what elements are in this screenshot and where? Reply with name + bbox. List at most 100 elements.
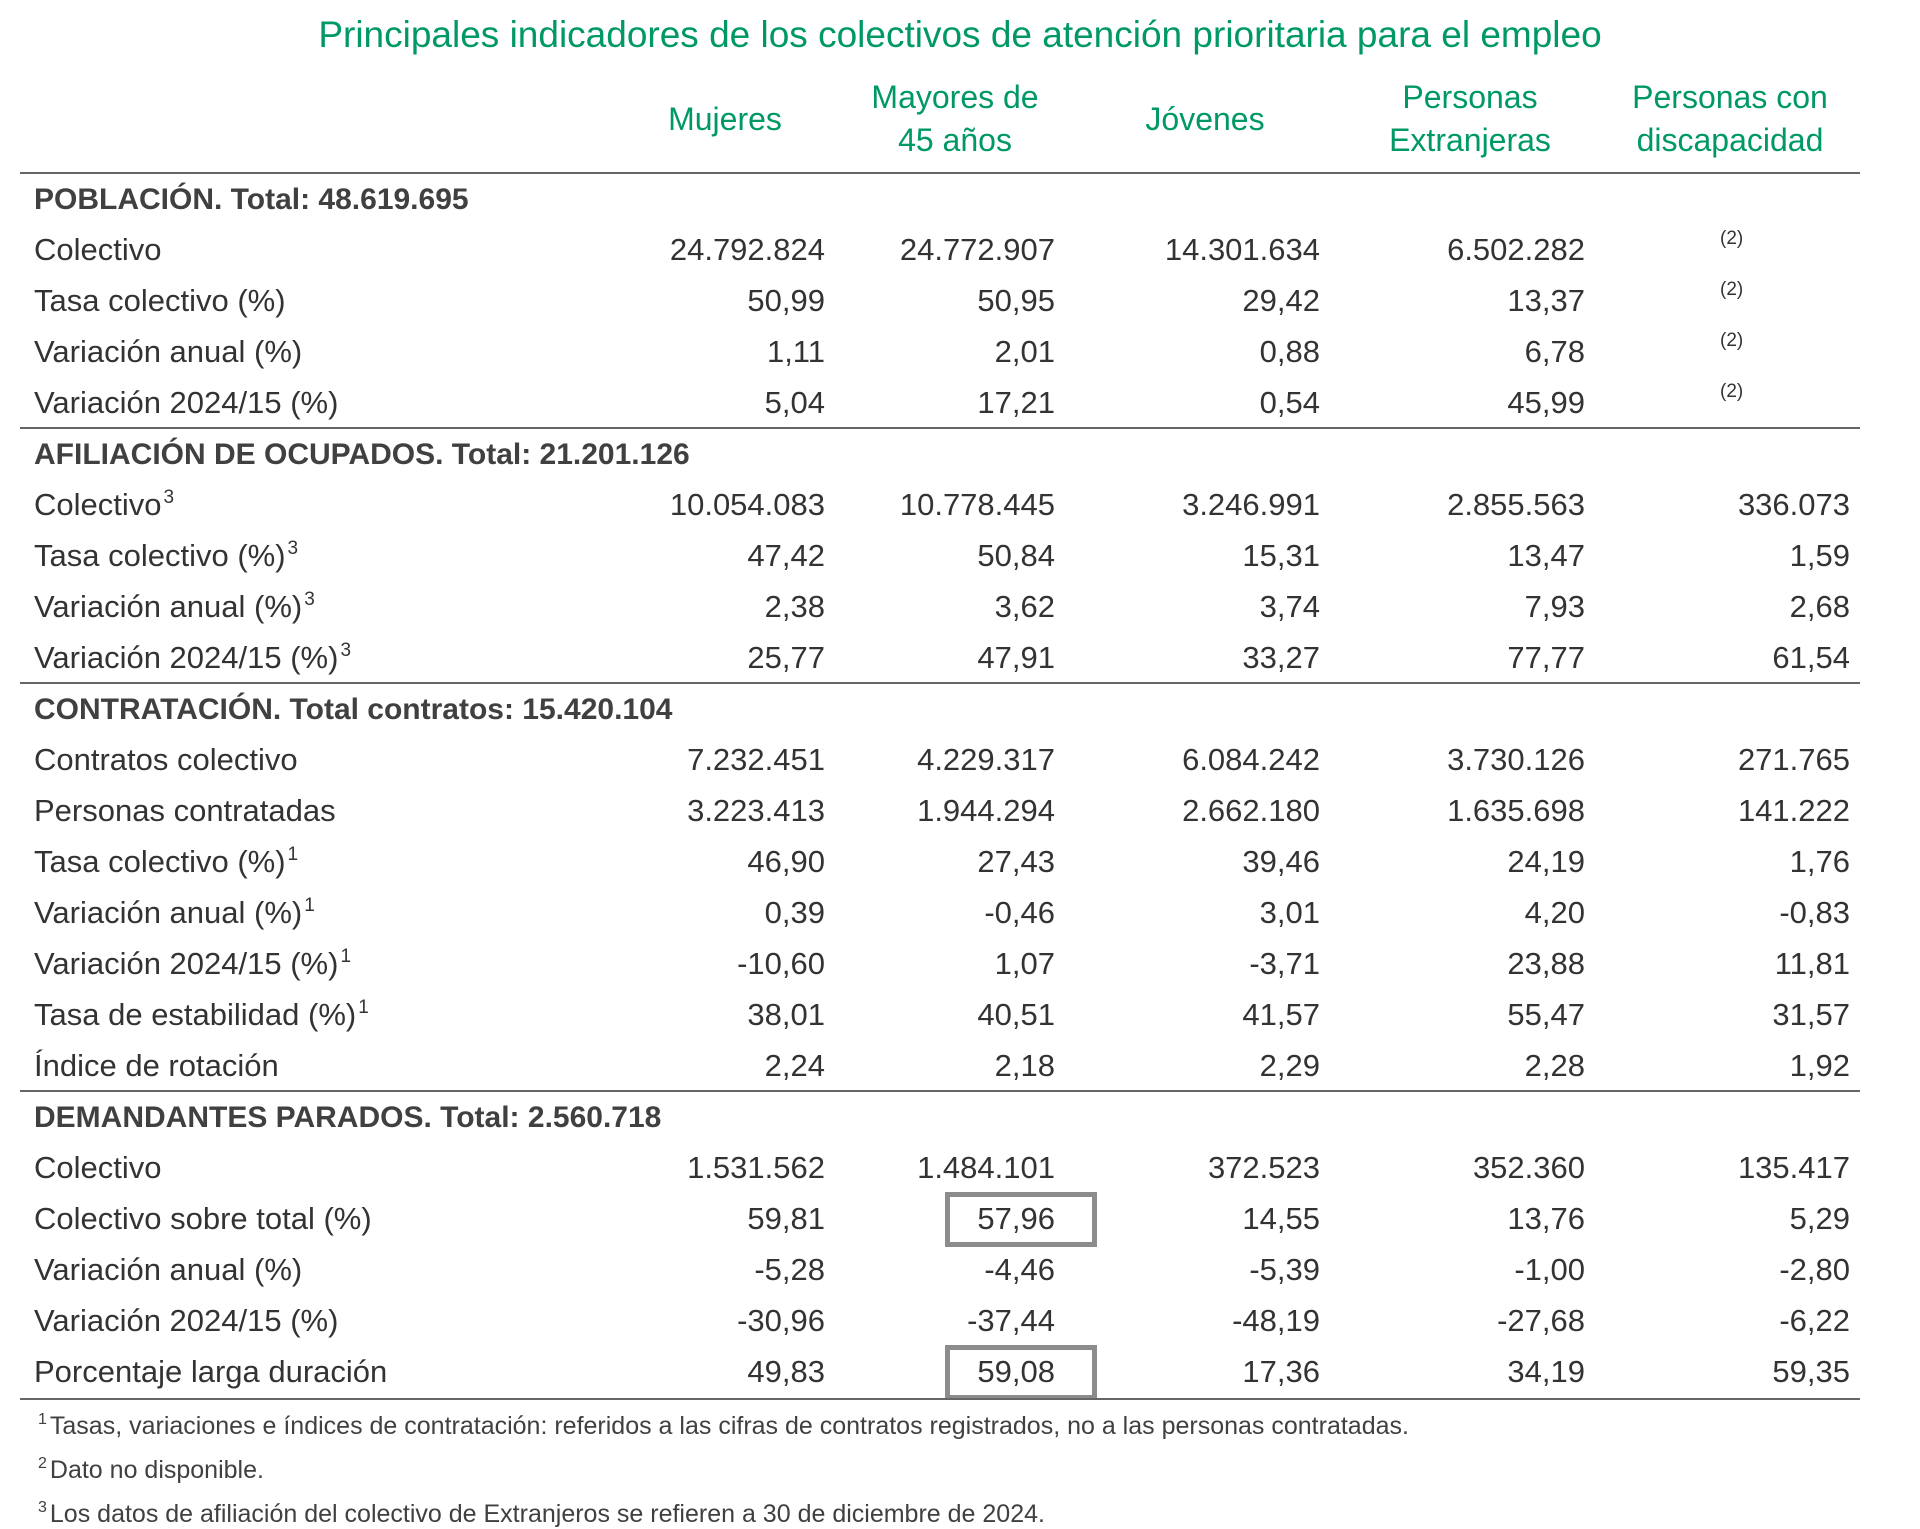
footnote-ref: 3 xyxy=(163,487,175,508)
row-label-text: Índice de rotación xyxy=(34,1048,279,1083)
table-cell: -10,60 xyxy=(737,946,825,981)
row-label: Colectivo 3 xyxy=(34,480,174,530)
row-label: Variación anual (%) 1 xyxy=(34,888,315,938)
table-row: Contratos colectivo 7.232.451 4.229.317 6.0… xyxy=(0,735,1920,785)
row-label: Variación 2024/15 (%) xyxy=(34,1296,338,1346)
table-row: Variación anual (%) 1 0,39 -0,46 3,01 4,20 -0,… xyxy=(0,888,1920,938)
table-cell: 46,90 xyxy=(747,844,825,879)
table-cell: 6.502.282 xyxy=(1447,232,1585,267)
table-row: Colectivo 1.531.562 1.484.101 372.523 352.36… xyxy=(0,1143,1920,1193)
table-cell: 5,04 xyxy=(764,385,825,420)
table-cell: 6,78 xyxy=(1524,334,1585,369)
section-heading: CONTRATACIÓN. Total contratos: 15.420.10… xyxy=(34,693,673,726)
table-cell: 0,88 xyxy=(1259,334,1320,369)
row-label: Variación anual (%) xyxy=(34,1245,302,1295)
table-cell: 2.662.180 xyxy=(1182,793,1320,828)
table-cell: 1.531.562 xyxy=(687,1150,825,1185)
table-row: Variación anual (%) -5,28 -4,46 -5,39 -1,00 -… xyxy=(0,1245,1920,1295)
horizontal-rule xyxy=(20,1398,1860,1400)
table-cell: 45,99 xyxy=(1507,385,1585,420)
row-label-text: Variación anual (%) xyxy=(34,1252,303,1287)
footnote-ref: 3 xyxy=(287,538,299,559)
table-cell: 33,27 xyxy=(1242,640,1320,675)
not-available-note: (2) xyxy=(1720,381,1744,402)
table-cell: 271.765 xyxy=(1737,742,1850,777)
column-header-text: Jóvenes xyxy=(1145,98,1264,141)
table-row: Tasa colectivo (%) 3 47,42 50,84 15,31 13,47 1… xyxy=(0,531,1920,581)
table-cell: -0,46 xyxy=(984,895,1055,930)
table-cell: 13,76 xyxy=(1507,1201,1585,1236)
table-cell: 1,07 xyxy=(994,946,1055,981)
table-cell: 50,95 xyxy=(977,283,1055,318)
footnote-ref: 1 xyxy=(358,997,369,1018)
table-cell: -4,46 xyxy=(984,1252,1055,1287)
table-cell: 59,08 xyxy=(977,1354,1055,1389)
horizontal-rule xyxy=(20,682,1860,684)
table-cell: 1,11 xyxy=(766,334,825,369)
row-label: Tasa de estabilidad (%) 1 xyxy=(34,990,369,1040)
table-cell: 352.360 xyxy=(1472,1150,1585,1185)
table-cell: -0,83 xyxy=(1779,895,1850,930)
row-label-text: Tasa colectivo (%) xyxy=(34,283,286,318)
table-cell: 38,01 xyxy=(747,997,825,1032)
row-label: Colectivo xyxy=(34,225,162,275)
row-label-text: Variación 2024/15 (%) xyxy=(34,640,339,675)
table-cell: 14.301.634 xyxy=(1164,232,1320,267)
footnote-mark: 1 xyxy=(38,1411,47,1428)
row-label-text: Tasa de estabilidad (%) xyxy=(34,997,357,1032)
column-header: Personas con discapacidad xyxy=(1610,74,1850,164)
table-cell: 4,20 xyxy=(1524,895,1585,930)
footnote: 2 Dato no disponible. xyxy=(38,1456,264,1485)
table-cell: -48,19 xyxy=(1232,1303,1320,1338)
table-cell: 31,57 xyxy=(1772,997,1850,1032)
table-cell: 135.417 xyxy=(1737,1150,1850,1185)
footnote-text: Los datos de afiliación del colectivo de… xyxy=(49,1500,1045,1528)
footnote-ref: 1 xyxy=(340,946,352,967)
column-header-text: Personas Extranjeras xyxy=(1389,76,1551,162)
row-label: Variación 2024/15 (%) xyxy=(34,378,338,428)
row-label: Colectivo sobre total (%) xyxy=(34,1194,372,1244)
table-cell: 4.229.317 xyxy=(917,742,1055,777)
horizontal-rule xyxy=(20,1090,1860,1092)
table-cell: -37,44 xyxy=(967,1303,1055,1338)
not-available-note: (2) xyxy=(1720,330,1744,351)
table-row: Colectivo 24.792.824 24.772.907 14.301.634 6… xyxy=(0,225,1920,275)
table-cell: 24.772.907 xyxy=(899,232,1055,267)
row-label: Variación anual (%) 3 xyxy=(34,582,315,632)
section-heading-row: AFILIACIÓN DE OCUPADOS. Total: 21.201.12… xyxy=(0,430,1920,480)
table-cell: 10.778.445 xyxy=(899,487,1055,522)
horizontal-rule xyxy=(20,172,1860,174)
table-cell: -2,80 xyxy=(1779,1252,1850,1287)
not-available-note: (2) xyxy=(1720,228,1744,249)
table-cell: 57,96 xyxy=(977,1201,1055,1236)
table-cell: -27,68 xyxy=(1497,1303,1585,1338)
table-cell: 1,59 xyxy=(1789,538,1850,573)
table-row: Variación 2024/15 (%) 5,04 17,21 0,54 45,99 (… xyxy=(0,378,1920,428)
highlight-box xyxy=(945,1192,1097,1247)
column-header-text: Personas con discapacidad xyxy=(1632,76,1828,162)
table-cell: 61,54 xyxy=(1772,640,1850,675)
table-cell: 39,46 xyxy=(1242,844,1320,879)
row-label: Tasa colectivo (%) 3 xyxy=(34,531,298,581)
table-cell: 27,43 xyxy=(977,844,1055,879)
table-cell: 2,28 xyxy=(1524,1048,1585,1083)
table-cell: 47,42 xyxy=(747,538,825,573)
table-row: Índice de rotación 2,24 2,18 2,29 2,28 1,92 xyxy=(0,1041,1920,1091)
table-cell: 34,19 xyxy=(1507,1354,1585,1389)
table-cell: 2,38 xyxy=(764,589,825,624)
table-cell: 0,54 xyxy=(1259,385,1320,420)
table-cell: 7,93 xyxy=(1524,589,1585,624)
column-header-line2: discapacidad xyxy=(1636,122,1824,158)
row-label-text: Tasa colectivo (%) xyxy=(34,538,286,573)
row-label-text: Colectivo sobre total (%) xyxy=(34,1201,372,1236)
table-cell: 23,88 xyxy=(1507,946,1585,981)
table-cell: 24.792.824 xyxy=(669,232,825,267)
table-cell: 1.944.294 xyxy=(917,793,1055,828)
table-title: Principales indicadores de los colectivo… xyxy=(318,14,1602,55)
table-cell: 0,39 xyxy=(764,895,825,930)
table-cell: 1.484.101 xyxy=(917,1150,1055,1185)
table-cell: -30,96 xyxy=(737,1303,825,1338)
table-cell: 2,18 xyxy=(994,1048,1055,1083)
table-cell: -5,39 xyxy=(1249,1252,1320,1287)
column-header-line1: Personas con xyxy=(1632,79,1828,115)
